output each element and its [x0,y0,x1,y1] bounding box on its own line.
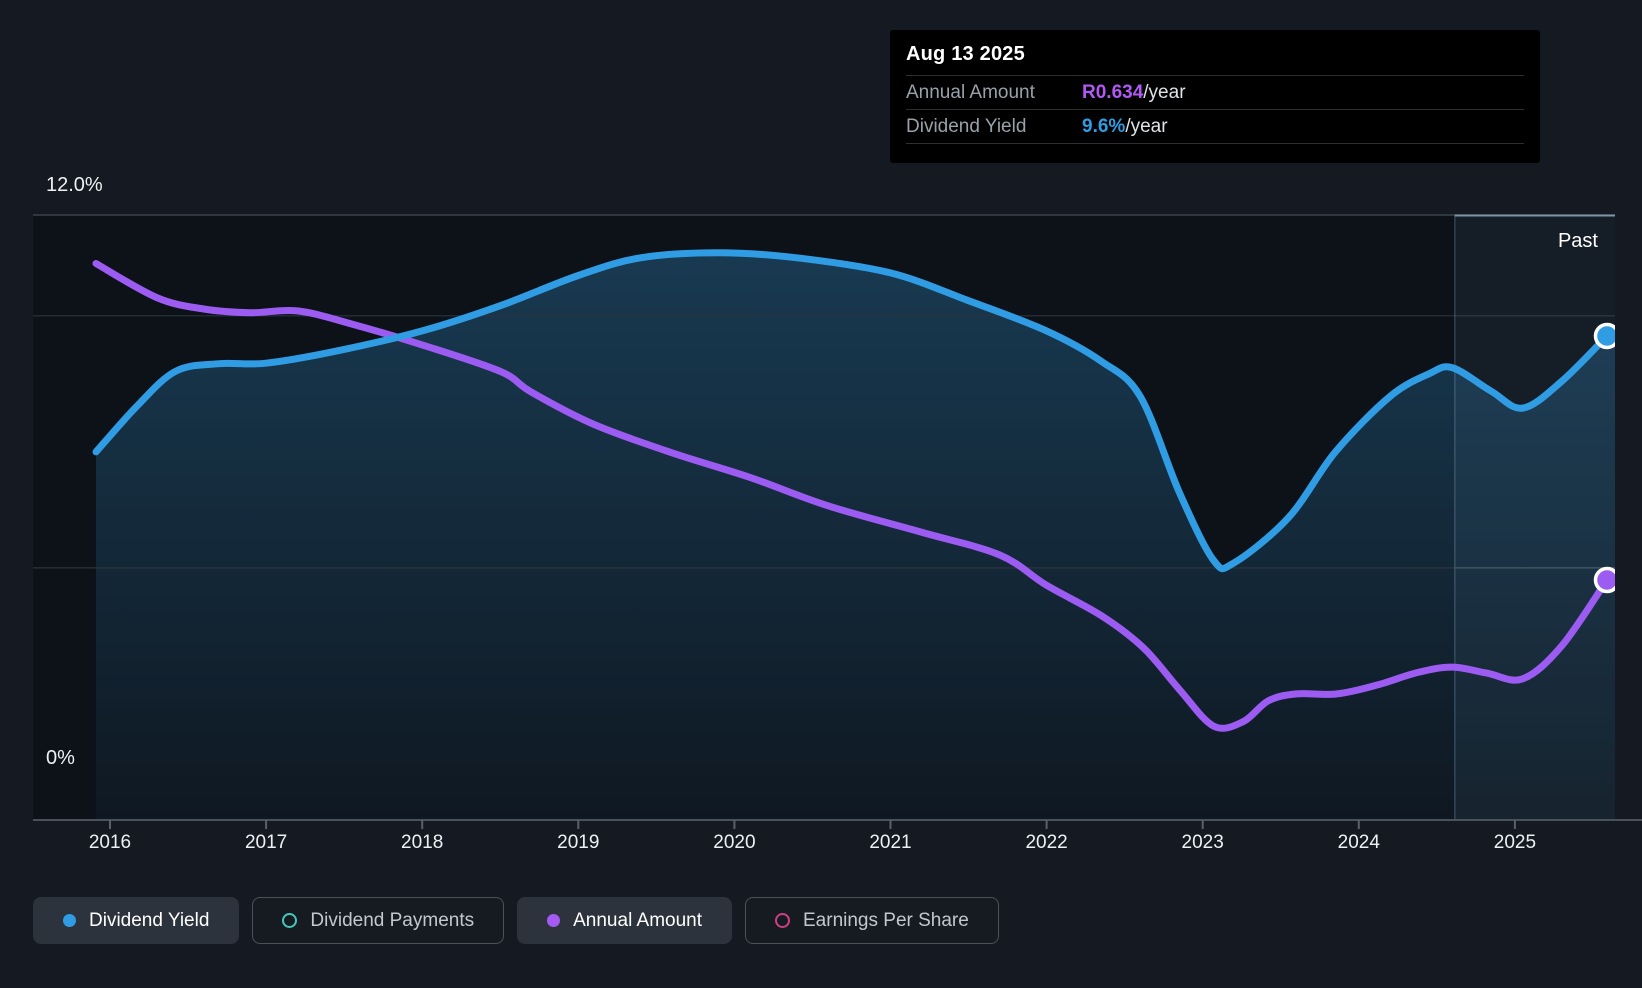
chart-plot-area[interactable] [33,208,1615,820]
x-axis-label-2021: 2021 [869,832,912,853]
dividend-yield-line [92,249,1611,573]
legend-button-dividend-payments[interactable]: Dividend Payments [252,897,505,944]
tooltip-row-label: Dividend Yield [906,115,1027,137]
tooltip-row-value: R0.634 [1082,81,1144,103]
tooltip-row: Annual Amount R0.634/year [906,75,1524,109]
x-axis-label-2020: 2020 [713,832,756,853]
x-axis-label-2025: 2025 [1493,832,1537,853]
annual-amount-end-marker [1593,566,1615,594]
legend-button-label: Dividend Yield [89,909,210,931]
chart-tooltip: Aug 13 2025 Annual Amount R0.634/year Divi… [890,30,1540,163]
x-axis-label-2016: 2016 [88,832,132,853]
tooltip-row-label: Annual Amount [906,81,1035,103]
y-axis-bottom-label: 0% [46,747,75,769]
tooltip-row-suffix: /year [1125,115,1168,137]
x-axis-label-2024: 2024 [1337,832,1380,853]
tooltip-row: Dividend Yield 9.6%/year [906,109,1524,144]
dividend-yield-area [95,252,1615,821]
tooltip-row-value: 9.6% [1082,115,1126,137]
legend-button-label: Annual Amount [573,909,702,931]
tooltip-row-suffix: /year [1143,81,1186,103]
tooltip-rows: Annual Amount R0.634/year Dividend Yield 9.… [906,75,1524,144]
legend-button-earnings-per-share[interactable]: Earnings Per Share [745,897,999,944]
x-axis-label-2023: 2023 [1181,832,1224,853]
filled-dot-icon [547,914,561,927]
annual-amount-line [92,260,1611,732]
chart-legend: Dividend Yield Dividend Payments Annual Am… [33,897,999,944]
tooltip-date: Aug 13 2025 [906,43,1025,65]
ring-icon [775,913,790,928]
ring-icon [282,913,298,928]
legend-button-label: Dividend Payments [310,909,475,931]
past-band [1454,215,1615,820]
x-axis-label-2019: 2019 [557,832,600,853]
x-axis-label-2017: 2017 [244,832,288,853]
legend-button-annual-amount[interactable]: Annual Amount [517,897,732,944]
past-band-label: Past [1557,230,1598,252]
legend-button-label: Earnings Per Share [803,909,969,931]
legend-button-dividend-yield[interactable]: Dividend Yield [33,897,240,944]
dividend-yield-end-marker [1593,322,1615,350]
y-axis-top-label: 12.0% [46,174,103,196]
x-axis-label-2018: 2018 [401,832,444,853]
x-axis-label-2022: 2022 [1025,832,1068,853]
filled-dot-icon [63,914,76,927]
